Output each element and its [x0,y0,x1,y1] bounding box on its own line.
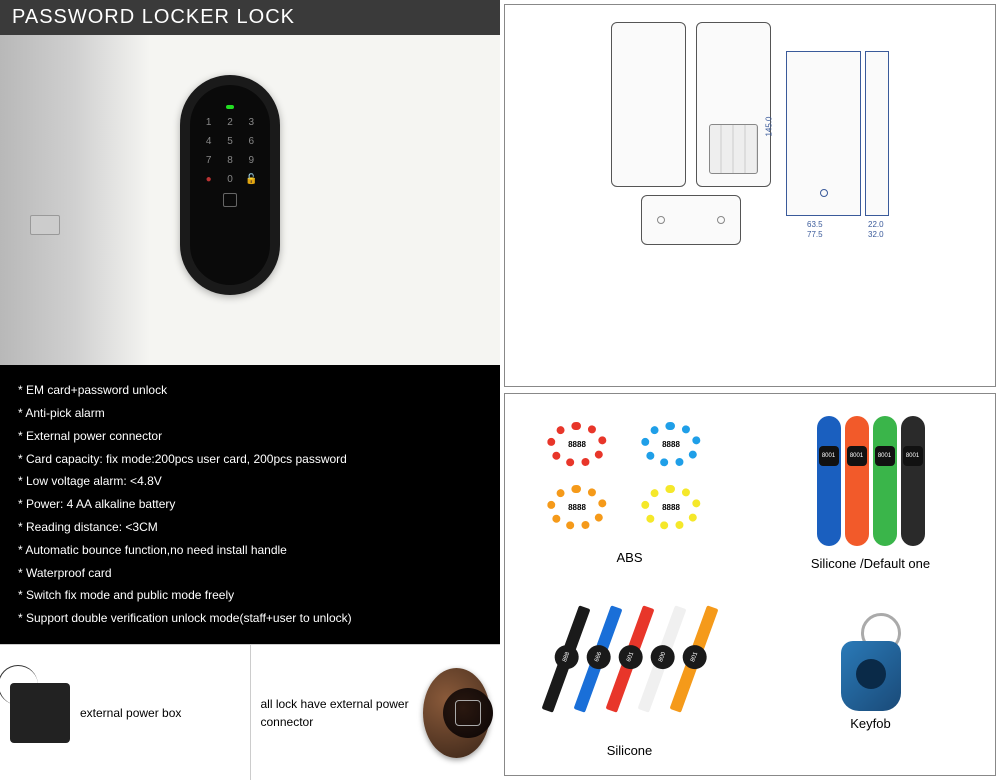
silicone-band: 8001 [901,416,925,546]
silicone-watch-label: Silicone [607,743,653,758]
tech-drawing-panel: 145.0 63.5 77.5 22.0 32.0 [504,4,996,387]
spec-item: * EM card+password unlock [18,379,482,402]
key-7: 7 [202,155,215,166]
key-3: 3 [245,117,258,128]
accessories-panel: 8888888888888888 ABS 8001800180018001 Si… [504,393,996,776]
battery-slot-icon [709,124,758,174]
dim-h: 145.0 [765,116,774,136]
spec-item: * External power connector [18,425,482,448]
lock-device: 1 2 3 4 5 6 7 8 9 ● 0 🔓 [180,75,280,295]
spec-item: * Power: 4 AA alkaline battery [18,493,482,516]
knob-icon [423,668,490,758]
strike-plate [30,215,60,235]
knob-cell: all lock have external power connector [251,645,501,780]
dim-d2: 32.0 [868,230,884,239]
spec-item: * Automatic bounce function,no need inst… [18,539,482,562]
tech-latch [641,195,741,245]
spec-item: * Anti-pick alarm [18,402,482,425]
page-title: PASSWORD LOCKER LOCK [0,0,500,35]
key-1: 1 [202,117,215,128]
ext-power-label: external power box [80,704,181,722]
tech-body [696,22,771,187]
key-unlock: 🔓 [245,174,258,185]
rfid-symbol-icon [455,700,481,726]
abs-bracelet: 8888 [634,485,709,540]
external-power-cell: external power box [0,645,251,780]
dim-w1: 63.5 [807,220,823,229]
keypad: 1 2 3 4 5 6 7 8 9 ● 0 🔓 [202,117,258,185]
spec-item: * Switch fix mode and public mode freely [18,584,482,607]
silicone-band: 8001 [873,416,897,546]
abs-bracelet: 8888 [540,485,615,540]
abs-cell: 8888 8888 8888 8888 ABS [513,402,746,585]
key-5: 5 [223,136,236,147]
key-4: 4 [202,136,215,147]
keyfob-icon [836,621,906,706]
right-column: 145.0 63.5 77.5 22.0 32.0 88888888888888… [500,0,1000,780]
tech-front-view: 145.0 63.5 77.5 [786,51,861,216]
keyfob-cell: Keyfob [754,585,987,768]
silicone-watch-cell: 888666601800801 Silicone [513,585,746,768]
silicone-default-cell: 8001800180018001 Silicone /Default one [754,402,987,585]
key-2: 2 [223,117,236,128]
silicone-band: 8001 [817,416,841,546]
abs-label: ABS [616,550,642,565]
abs-bracelet: 8888 [540,422,615,477]
knob-label: all lock have external power connector [261,695,413,731]
keyfob-label: Keyfob [850,716,890,731]
tech-cover [611,22,686,187]
dim-w2: 77.5 [807,230,823,239]
key-8: 8 [223,155,236,166]
key-9: 9 [245,155,258,166]
key-cancel: ● [202,174,215,185]
silicone-band: 8001 [845,416,869,546]
spec-item: * Low voltage alarm: <4.8V [18,470,482,493]
key-0: 0 [223,174,236,185]
spec-item: * Waterproof card [18,562,482,585]
led-indicator [226,105,234,109]
power-box-icon [10,683,70,743]
left-column: PASSWORD LOCKER LOCK 1 2 3 4 5 6 7 8 [0,0,500,780]
specs-list: * EM card+password unlock * Anti-pick al… [0,365,500,644]
spec-item: * Support double verification unlock mod… [18,607,482,630]
spec-item: * Reading distance: <3CM [18,516,482,539]
key-6: 6 [245,136,258,147]
tech-side-view: 22.0 32.0 [865,51,889,216]
dim-d1: 22.0 [868,220,884,229]
abs-bracelet: 8888 [634,422,709,477]
rfid-icon [223,193,237,207]
spec-item: * Card capacity: fix mode:200pcs user ca… [18,448,482,471]
silicone-default-label: Silicone /Default one [811,556,930,571]
bottom-row: external power box all lock have externa… [0,644,500,780]
product-photo: 1 2 3 4 5 6 7 8 9 ● 0 🔓 [0,35,500,365]
